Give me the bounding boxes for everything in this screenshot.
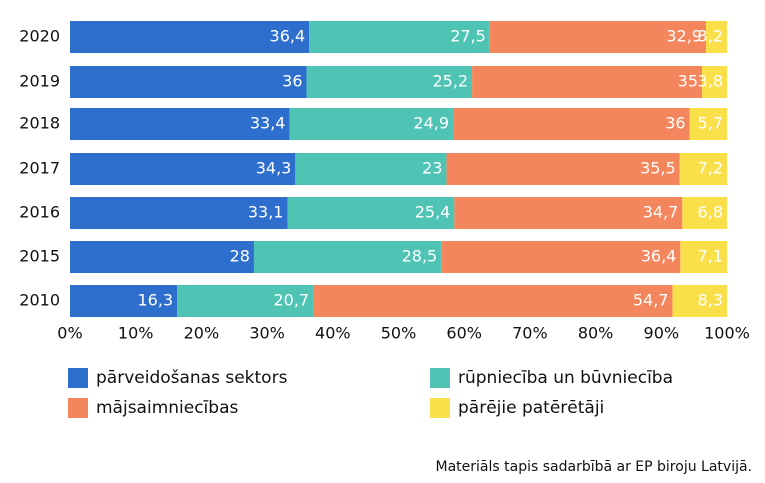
value-label: 35 bbox=[678, 72, 698, 91]
bar-segment bbox=[705, 21, 727, 53]
bar-segment bbox=[679, 153, 727, 185]
legend-swatch bbox=[68, 398, 88, 418]
bar-segment bbox=[295, 153, 447, 185]
value-label: 8,3 bbox=[698, 291, 723, 310]
value-label: 16,3 bbox=[137, 291, 173, 310]
value-label: 7,2 bbox=[698, 159, 723, 178]
x-tick-label: 90% bbox=[644, 324, 680, 343]
bar-segment bbox=[306, 66, 473, 98]
bar-segment bbox=[313, 285, 673, 317]
x-tick-label: 30% bbox=[249, 324, 285, 343]
bar-segment bbox=[287, 197, 455, 229]
y-tick-label: 2020 bbox=[19, 27, 60, 46]
bar-segment bbox=[309, 21, 490, 53]
y-tick-label: 2017 bbox=[19, 159, 60, 178]
bar-segment bbox=[689, 108, 727, 140]
value-label: 36 bbox=[665, 114, 685, 133]
bar-segment bbox=[70, 21, 310, 53]
value-label: 34,3 bbox=[256, 159, 292, 178]
value-label: 3,8 bbox=[698, 72, 723, 91]
value-label: 5,7 bbox=[698, 114, 723, 133]
bar-segment bbox=[472, 66, 703, 98]
y-tick-label: 2015 bbox=[19, 247, 60, 266]
value-label: 23 bbox=[422, 159, 442, 178]
bar-segment bbox=[454, 197, 683, 229]
bar-segment bbox=[441, 241, 681, 273]
legend-swatch bbox=[430, 368, 450, 388]
value-label: 35,5 bbox=[640, 159, 676, 178]
bar-segment bbox=[70, 108, 290, 140]
legend-swatch bbox=[68, 368, 88, 388]
bar-segment bbox=[177, 285, 314, 317]
value-label: 54,7 bbox=[633, 291, 669, 310]
legend-label: rūpniecība un būvniecība bbox=[458, 368, 673, 388]
x-tick-label: 40% bbox=[315, 324, 351, 343]
bar-segment bbox=[489, 21, 706, 53]
x-tick-label: 10% bbox=[118, 324, 154, 343]
y-tick-label: 2019 bbox=[19, 72, 60, 91]
value-label: 33,4 bbox=[250, 114, 286, 133]
y-tick-label: 2010 bbox=[19, 291, 60, 310]
x-tick-label: 50% bbox=[381, 324, 417, 343]
legend-label: pārējie patērētāji bbox=[458, 398, 604, 418]
bar-segment bbox=[446, 153, 680, 185]
value-label: 24,9 bbox=[413, 114, 449, 133]
value-label: 7,1 bbox=[698, 247, 723, 266]
x-tick-label: 60% bbox=[446, 324, 482, 343]
bar-segment bbox=[70, 153, 296, 185]
value-label: 28 bbox=[230, 247, 250, 266]
value-label: 20,7 bbox=[273, 291, 309, 310]
value-label: 25,2 bbox=[432, 72, 468, 91]
value-label: 36,4 bbox=[270, 27, 306, 46]
x-tick-label: 100% bbox=[704, 324, 750, 343]
value-label: 32,9 bbox=[666, 27, 702, 46]
y-tick-label: 2018 bbox=[19, 114, 60, 133]
legend-swatch bbox=[430, 398, 450, 418]
x-tick-label: 20% bbox=[184, 324, 220, 343]
bar-segment bbox=[253, 241, 442, 273]
bar-segment bbox=[680, 241, 727, 273]
bar-segment bbox=[702, 66, 727, 98]
value-label: 25,4 bbox=[415, 203, 451, 222]
value-label: 36,4 bbox=[641, 247, 677, 266]
legend-label: pārveidošanas sektors bbox=[96, 368, 288, 388]
value-label: 36 bbox=[282, 72, 302, 91]
x-tick-label: 80% bbox=[578, 324, 614, 343]
value-label: 6,8 bbox=[698, 203, 723, 222]
bar-segment bbox=[70, 66, 307, 98]
value-label: 28,5 bbox=[402, 247, 438, 266]
y-tick-label: 2016 bbox=[19, 203, 60, 222]
bar-segment bbox=[70, 197, 288, 229]
x-tick-label: 70% bbox=[512, 324, 548, 343]
bar-segment bbox=[682, 197, 727, 229]
value-label: 27,5 bbox=[450, 27, 486, 46]
value-label: 33,1 bbox=[248, 203, 284, 222]
value-label: 3,2 bbox=[698, 27, 723, 46]
legend-label: mājsaimniecības bbox=[96, 398, 238, 418]
x-tick-label: 0% bbox=[57, 324, 82, 343]
bar-segment bbox=[672, 285, 727, 317]
source-note: Materiāls tapis sadarbībā ar EP biroju L… bbox=[436, 459, 752, 475]
bar-segment bbox=[70, 285, 178, 317]
bar-segment bbox=[70, 241, 254, 273]
bar-segment bbox=[289, 108, 454, 140]
bar-segment bbox=[453, 108, 690, 140]
value-label: 34,7 bbox=[643, 203, 679, 222]
